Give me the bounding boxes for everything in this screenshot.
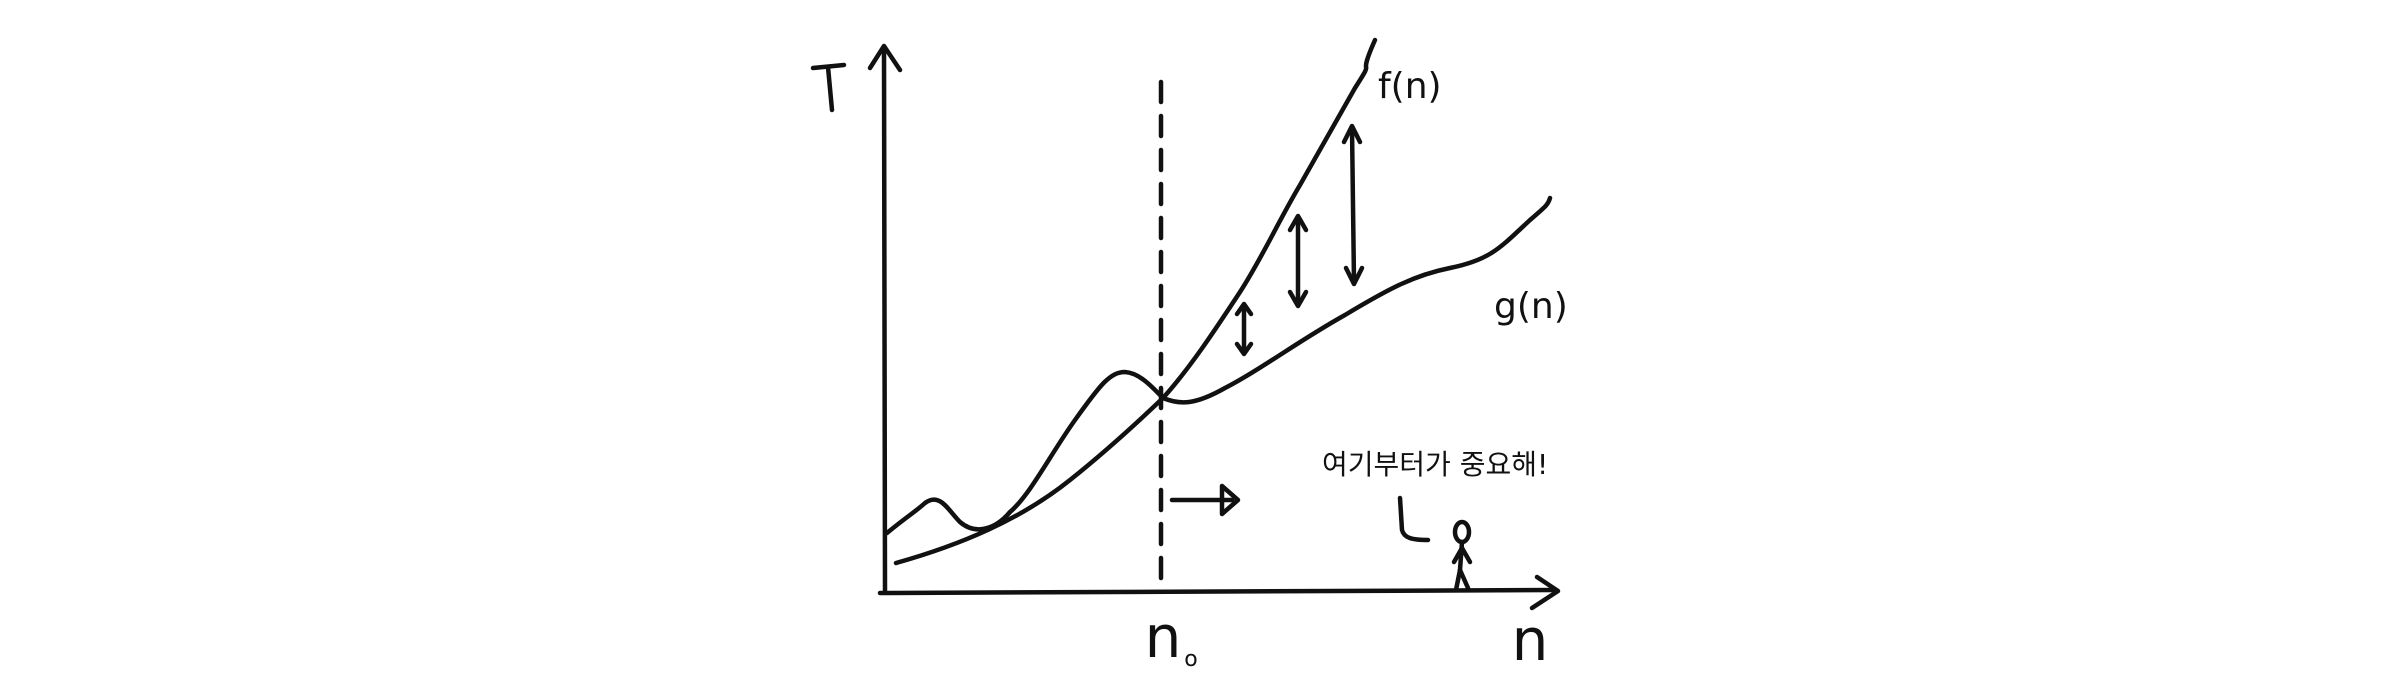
x-axis-label: n	[1512, 606, 1549, 674]
threshold-label-subscript: o	[1184, 647, 1197, 672]
gap-arrow-large	[1341, 123, 1365, 287]
x-axis-arrowhead	[1529, 574, 1561, 611]
y-axis	[867, 43, 903, 595]
threshold-label: n	[1145, 603, 1182, 671]
stick-figure-icon	[1451, 519, 1473, 593]
f-curve-label: f(n)	[1378, 66, 1442, 107]
f-curve	[893, 37, 1378, 566]
y-axis-arrowhead	[867, 43, 903, 73]
annotation-text: 여기부터가 중요해!	[1322, 448, 1548, 481]
gap-arrow-medium	[1287, 213, 1309, 309]
gap-arrow-small	[1234, 301, 1254, 357]
direction-arrow	[1169, 483, 1241, 517]
y-axis-label-glyph	[810, 62, 847, 113]
g-curve-label: g(n)	[1494, 286, 1568, 327]
g-curve	[884, 195, 1553, 536]
x-axis	[877, 574, 1561, 611]
speech-tail	[1397, 495, 1431, 543]
